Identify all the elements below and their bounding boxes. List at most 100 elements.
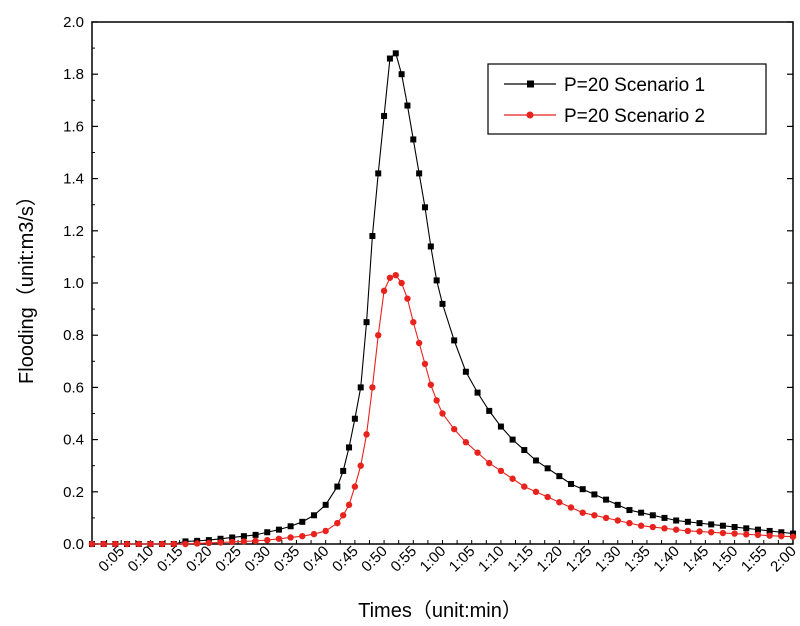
series-1-point [673,517,680,524]
series-1-point [381,112,388,119]
series-1-point [649,512,656,519]
series-2-point [567,504,575,511]
series-1-point [603,496,610,503]
series-2-point [404,295,411,302]
x-tick-label: 1:15 [504,543,537,576]
series-2-point [357,462,364,469]
series-2-point [398,279,405,287]
x-tick-label: 1:35 [621,543,654,576]
y-tick-label: 0.0 [63,536,84,553]
series-1-point [386,55,393,62]
x-tick-label: 0:45 [329,543,362,576]
series-2-point [147,540,154,548]
series-1-point [217,535,224,542]
series-1-point [556,473,563,480]
x-tick-label: 0:20 [183,543,216,576]
series-2-point [754,531,762,539]
series-2-point [100,540,107,548]
series-2-point [123,540,131,548]
y-tick-label: 1.2 [63,223,84,240]
series-2-point [544,493,551,501]
series-2-point [182,540,189,548]
series-2-point [363,431,370,438]
series-2-point [135,540,142,548]
legend-marker-square [527,80,534,88]
series-1-point [240,533,247,540]
series-2-point [334,519,341,527]
series-1-point [754,526,761,533]
x-tick-label: 0:40 [300,543,333,576]
y-tick-label: 0.6 [63,379,84,396]
series-2-point [614,517,621,524]
series-1-point [568,480,575,487]
series-1-point [532,457,539,464]
series-1-point [322,501,329,508]
series-2-point [532,488,540,495]
series-1-point [451,337,458,344]
series-2-point [708,529,715,536]
series-1-point [369,233,376,240]
series-2-point [351,483,359,490]
series-1-point [346,444,353,451]
series-1-point [696,520,703,527]
series-2-point [696,528,703,535]
series-1-point [357,384,364,391]
legend: P=20 Scenario 1 P=20 Scenario 2 [487,63,767,135]
y-tick-label: 0.8 [63,327,84,344]
series-2-point [287,534,294,541]
series-2-point [310,530,318,538]
series-2-point [521,483,528,490]
y-tick-label: 0.4 [63,432,84,449]
series-2-point [205,539,213,547]
series-1-point [416,170,423,177]
x-tick-label: 1:30 [592,543,625,576]
series-2-point [415,339,423,347]
series-2-point [766,532,773,539]
series-2-point [637,522,645,529]
y-tick-label: 1.4 [63,171,84,188]
series-1-point [684,518,691,525]
series-1-point [579,486,586,493]
series-1-point [766,527,773,534]
series-1-point [661,514,668,521]
series-1-point [439,300,446,307]
x-tick-label: 1:10 [475,543,508,576]
legend-box [487,63,767,135]
series-2-point [439,410,446,417]
series-2-point [672,526,680,533]
series-1-point [544,465,551,472]
x-tick-label: 1:00 [417,543,450,576]
series-2-point [345,501,353,509]
series-2-point [380,287,388,295]
series-1-point [363,319,370,326]
series-2-point [88,540,96,548]
series-1-point [638,509,645,516]
series-1-point [474,389,481,396]
series-1-point [299,518,306,525]
series-line-2 [92,274,794,545]
x-tick-label: 0:50 [358,543,391,576]
y-tick-label: 1.6 [63,118,84,135]
series-1-point [229,534,236,541]
legend-marker-circle [526,111,534,119]
series-2-point [229,538,236,546]
series-1-point [421,204,428,211]
series-2-point [462,439,470,446]
series-1-point [743,525,750,532]
series-2-point [410,318,417,326]
series-2-point [369,384,376,391]
legend-label: P=20 Scenario 2 [564,106,705,127]
series-1-point [719,522,726,529]
series-2-point [158,540,166,548]
series-1-point [287,523,294,530]
series-2-point [626,519,633,527]
series-line-1 [92,52,794,545]
series-1-point [310,512,317,519]
series-1-point [521,447,528,454]
series-2-point [497,467,505,475]
series-2-point [743,531,750,538]
x-tick-label: 0:05 [95,543,128,576]
series-2-point [556,499,563,506]
series-2-point [509,475,516,482]
series-2-point [275,535,283,542]
